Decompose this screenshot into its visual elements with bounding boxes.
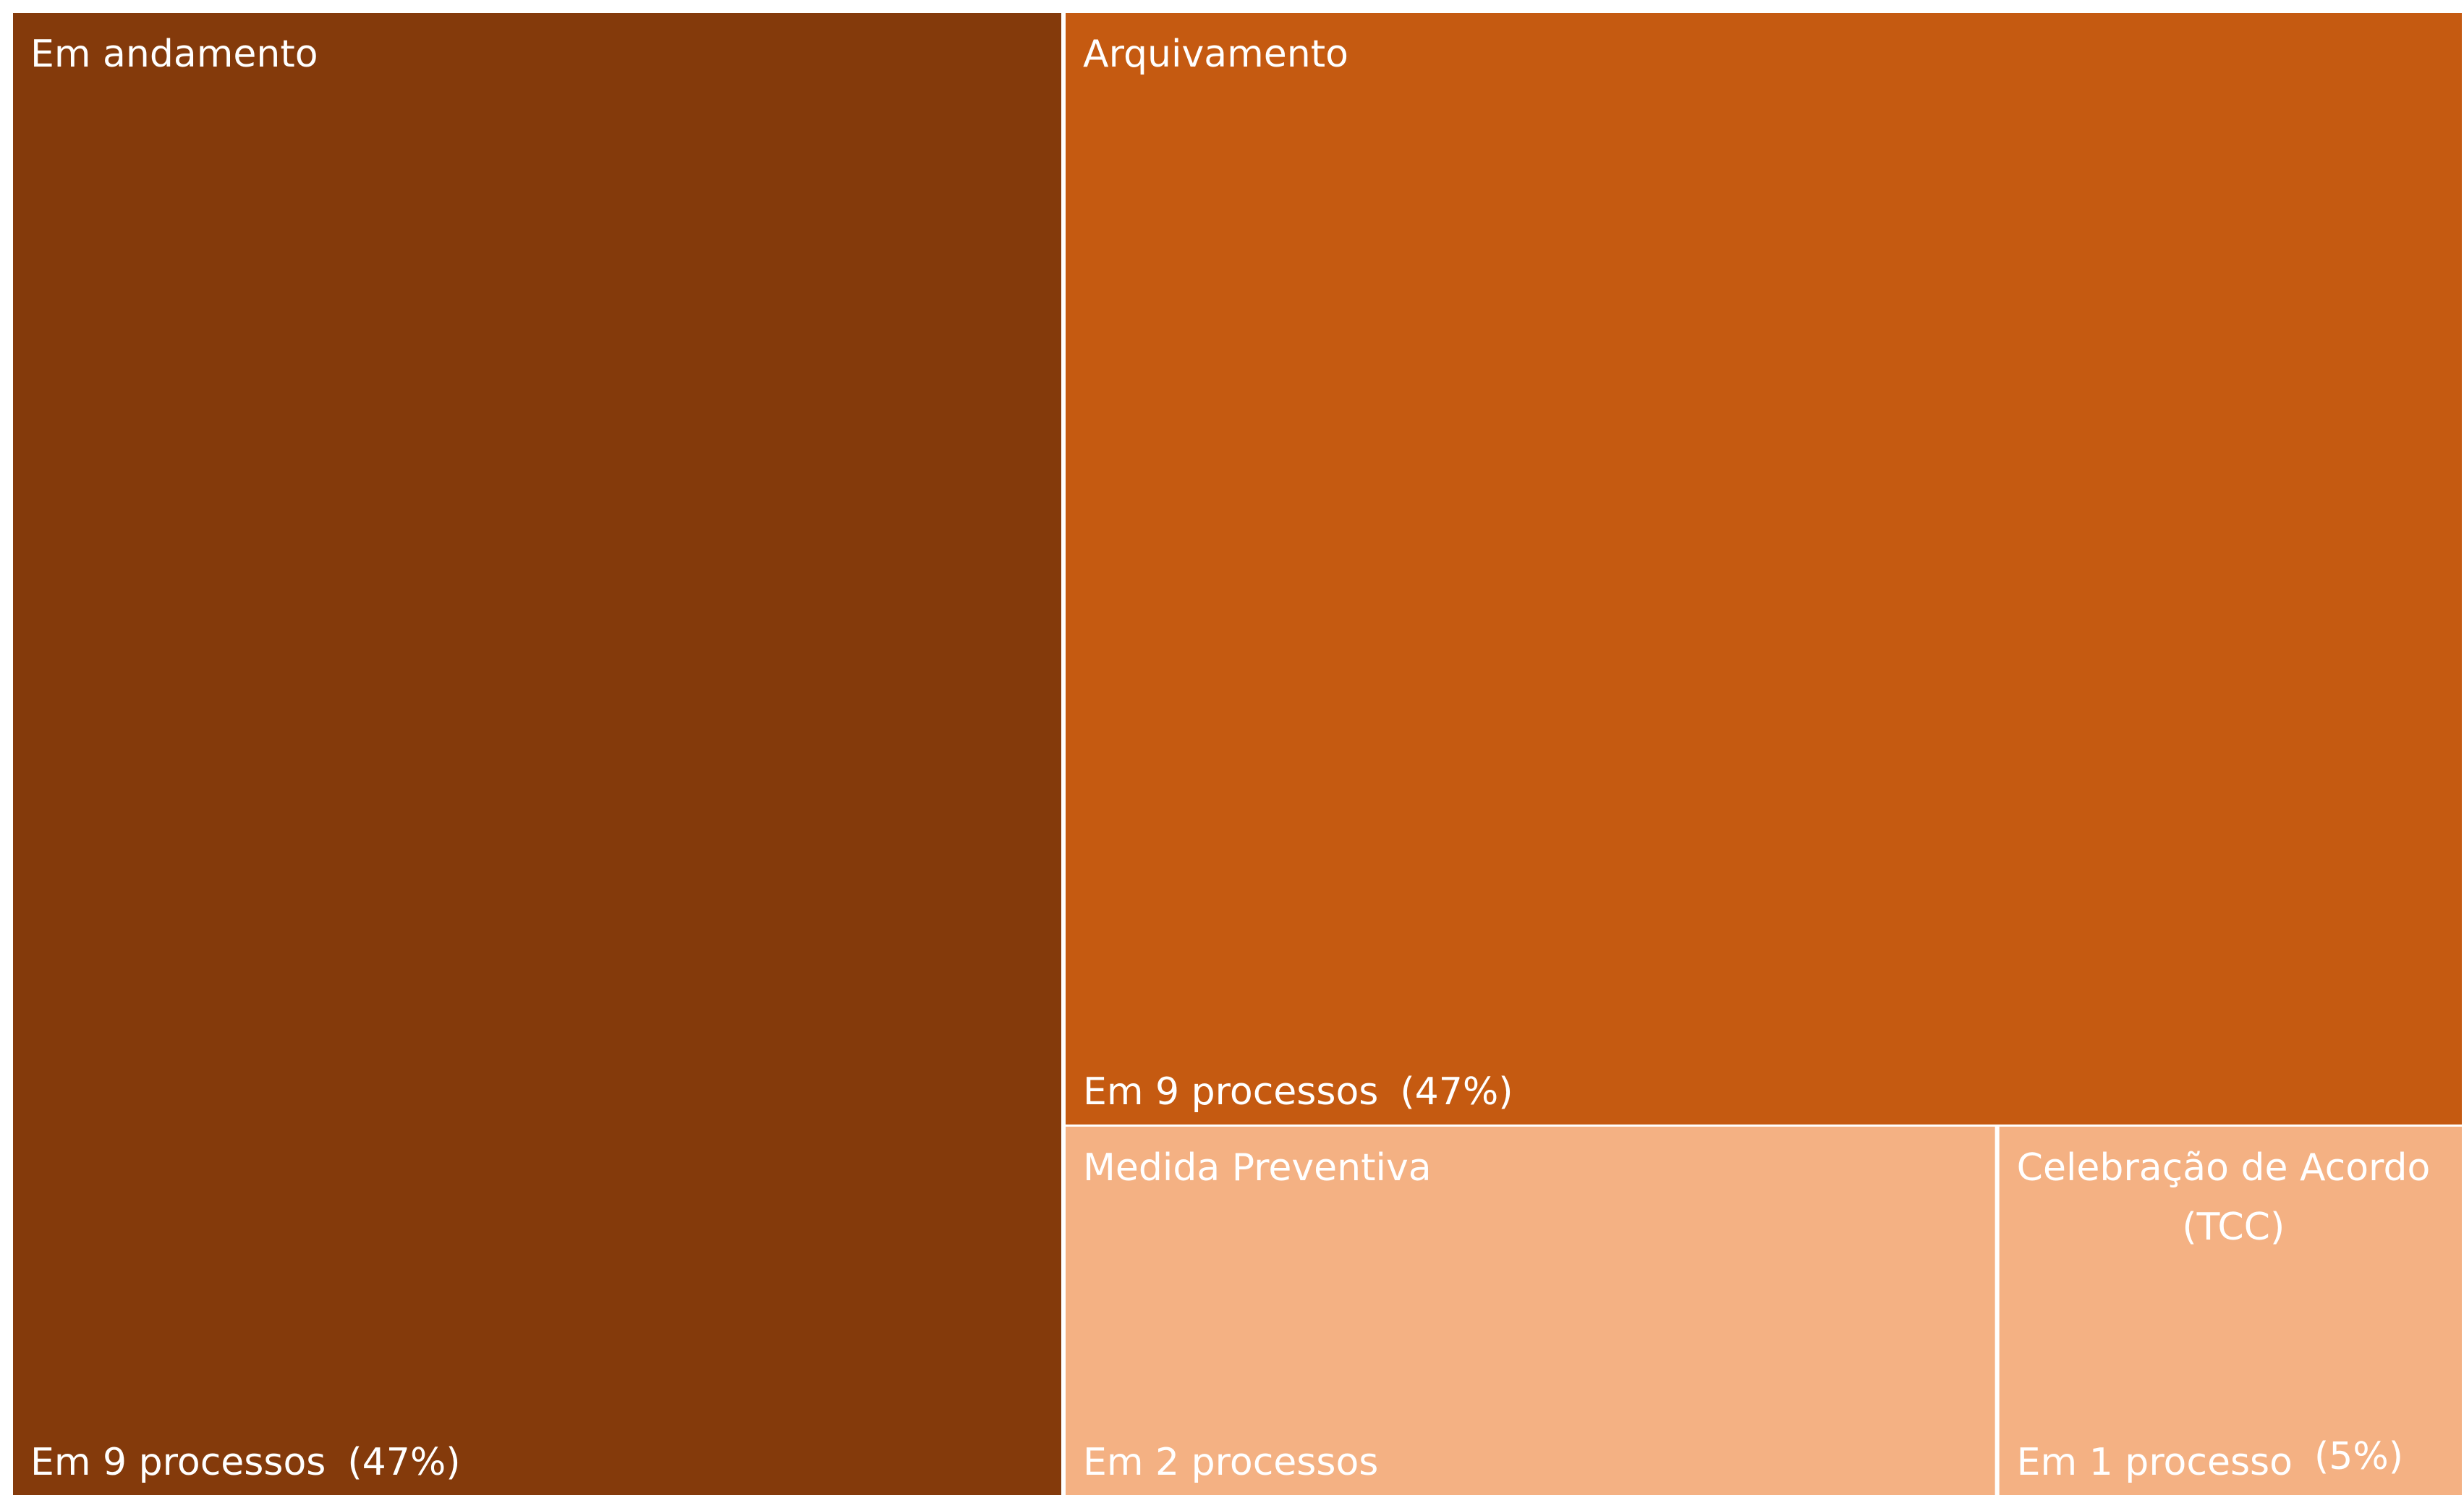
tile-name-celebracao-de-acordo-tcc-line-1: (TCC) [2182,1206,2285,1249]
tile-percent-celebracao-de-acordo-tcc: (5%) [2314,1435,2403,1478]
tile-percent-em-andamento: (47%) [347,1441,460,1484]
tile-percent-arquivamento: (47%) [1400,1070,1513,1114]
tile-value-arquivamento: Em 9 processos [1083,1070,1378,1114]
tile-name-arquivamento: Arquivamento [1083,33,1348,76]
tile-value-medida-preventiva: Em 2 processos [1083,1441,1378,1484]
tile-name-medida-preventiva: Medida Preventiva [1083,1146,1432,1190]
tile-value-celebracao-de-acordo-tcc: Em 1 processo [2017,1441,2293,1484]
tile-name-celebracao-de-acordo-tcc-line-0: Celebração de Acordo [2017,1146,2431,1190]
tile-medida-preventiva: Medida Preventiva Em 2 processos [1066,1127,1995,1495]
tile-em-andamento: Em andamento Em 9 processos (47%) [13,13,1061,1495]
tile-arquivamento: Arquivamento Em 9 processos (47%) [1066,13,2462,1125]
tile-rect-arquivamento [1066,13,2462,1125]
tile-celebracao-de-acordo-tcc: Celebração de Acordo (TCC) Em 1 processo (5… [1999,1127,2462,1495]
tile-value-em-andamento: Em 9 processos [30,1441,326,1484]
tile-rect-celebracao-de-acordo-tcc [1999,1127,2462,1495]
tile-name-em-andamento: Em andamento [30,33,318,76]
tile-rect-medida-preventiva [1066,1127,1995,1495]
tile-rect-em-andamento [13,13,1061,1495]
